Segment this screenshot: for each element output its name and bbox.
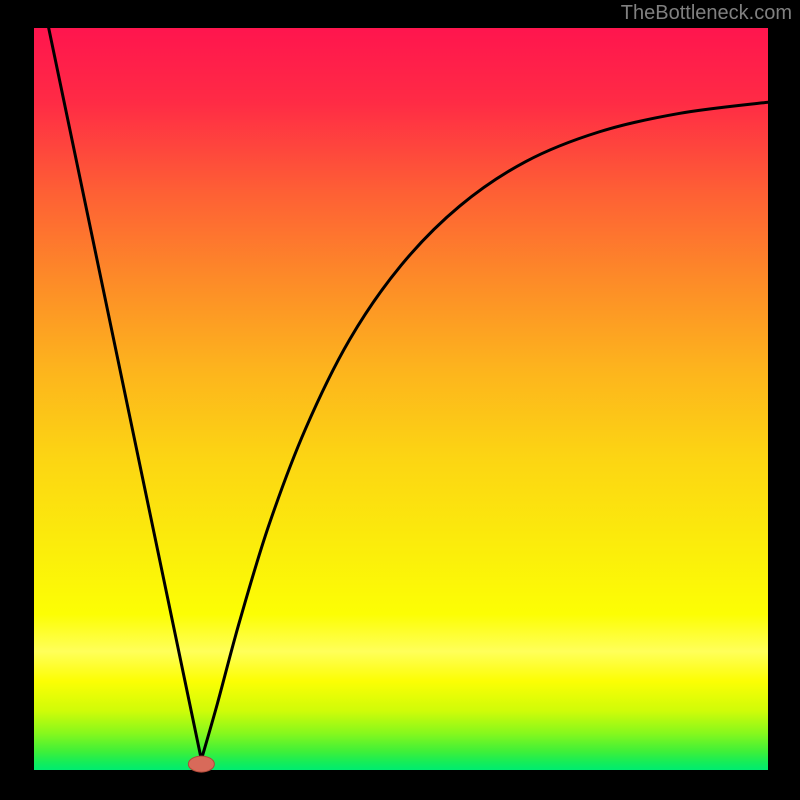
plot-background (34, 28, 768, 770)
bottleneck-chart (0, 0, 800, 800)
minimum-marker (188, 756, 214, 772)
watermark-text: TheBottleneck.com (621, 2, 792, 25)
chart-container: TheBottleneck.com (0, 0, 800, 800)
